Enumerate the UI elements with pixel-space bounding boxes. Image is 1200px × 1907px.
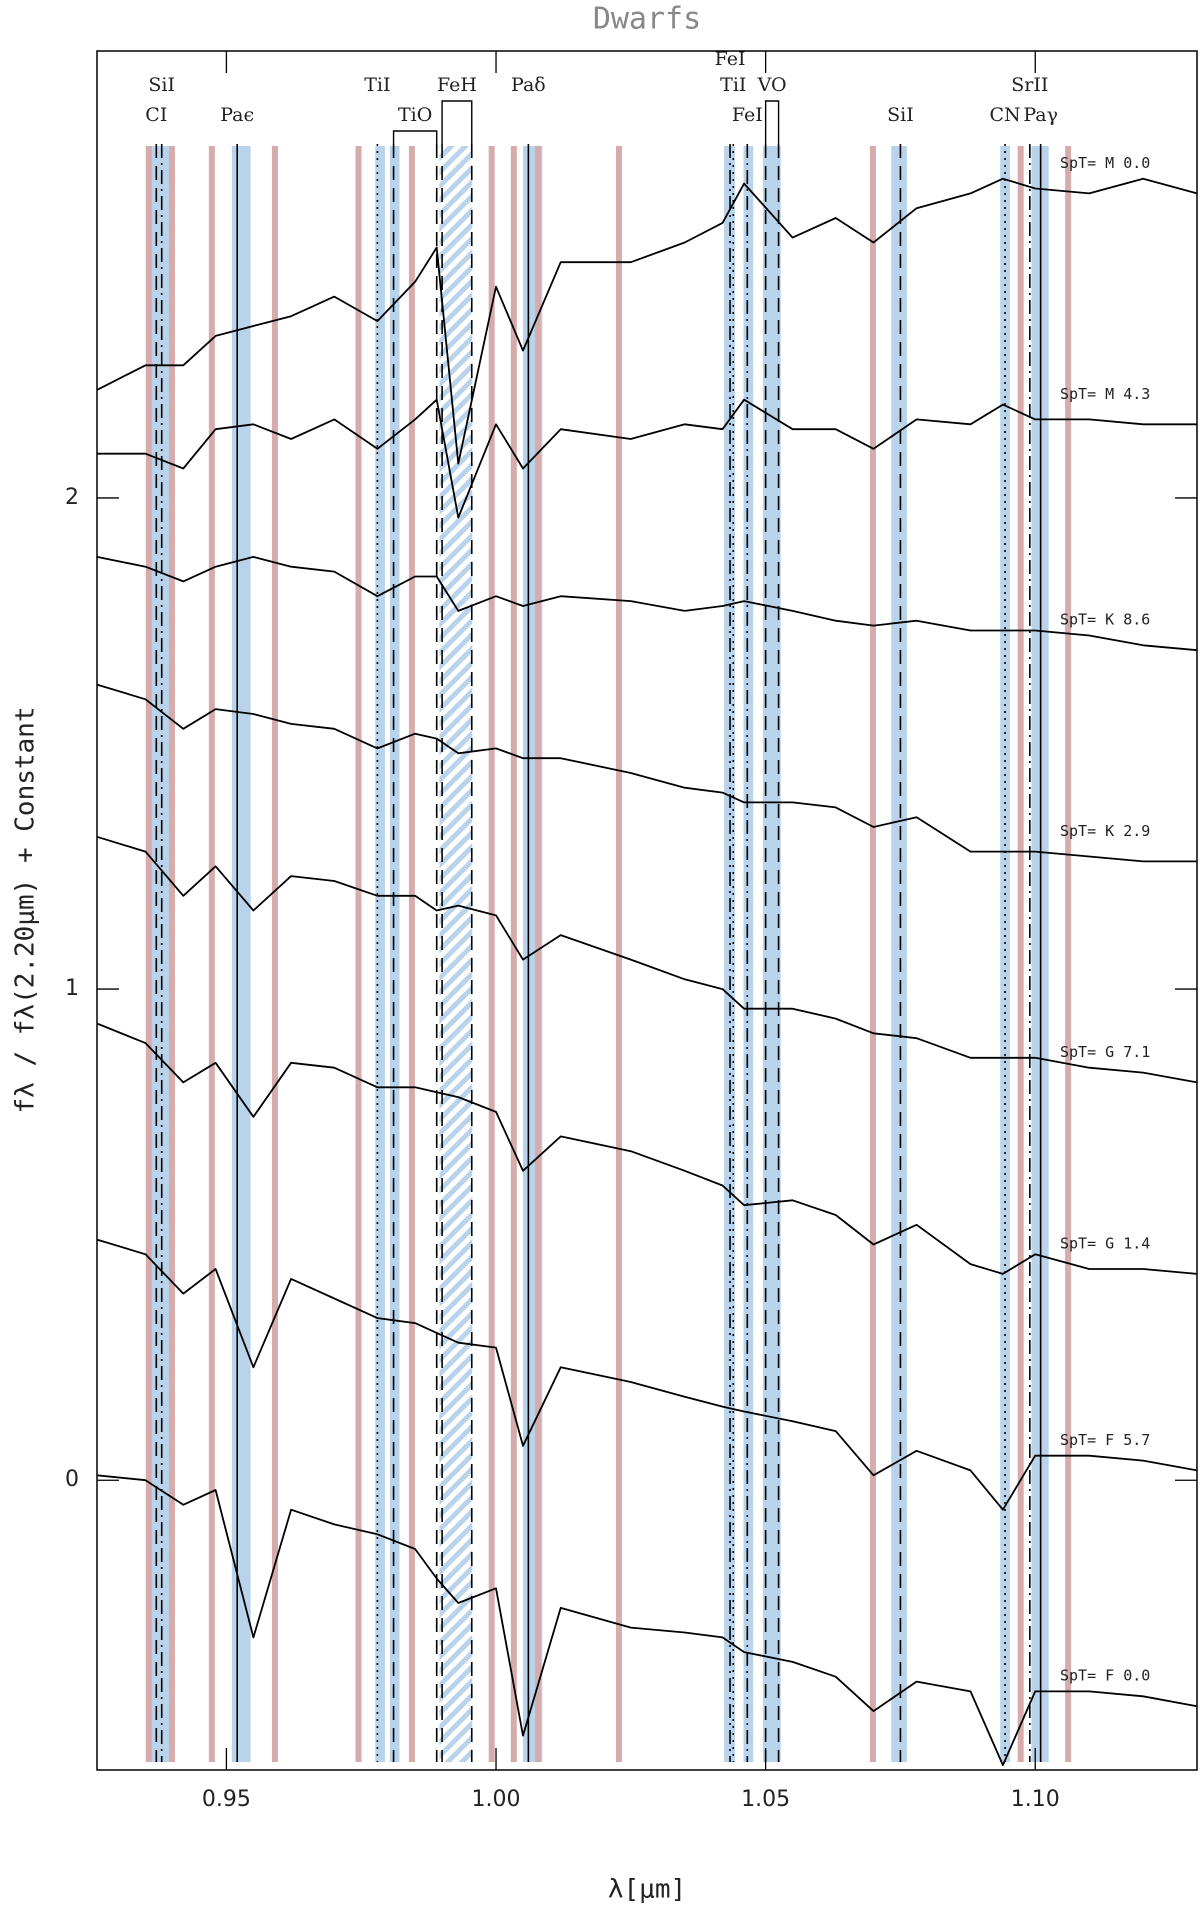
blue-band <box>1000 146 1010 1762</box>
x-tick-label: 1.00 <box>472 1787 521 1812</box>
blue-band <box>762 146 781 1762</box>
pink-line <box>615 146 622 1762</box>
spectrum-line <box>96 556 1198 652</box>
line-id-label: SiI <box>148 74 175 96</box>
pink-line <box>488 146 495 1762</box>
line-id-label: Paγ <box>1023 104 1058 126</box>
pink-line <box>1065 146 1072 1762</box>
series-label: SpT= F 5.7 <box>1060 1431 1150 1449</box>
pink-line <box>168 146 175 1762</box>
series-label: SpT= M 4.3 <box>1060 385 1150 403</box>
line-id-bracket <box>441 100 473 144</box>
pink-line <box>408 146 415 1762</box>
pink-line <box>145 146 152 1762</box>
line-id-label: VO <box>757 74 787 96</box>
x-tick-label: 1.10 <box>1011 1787 1060 1812</box>
pink-line <box>510 146 517 1762</box>
line-id-label: TiI <box>364 74 390 96</box>
line-id-bracket <box>392 130 438 144</box>
spectrum-line <box>97 398 1197 519</box>
blue-band <box>389 146 400 1762</box>
spectrum-line <box>96 1474 1198 1766</box>
pink-line <box>535 146 542 1762</box>
series-label: SpT= M 0.0 <box>1060 154 1150 172</box>
line-id-bracket <box>764 100 780 144</box>
line-id-label: FeI <box>715 48 746 70</box>
x-tick-label: 0.95 <box>202 1787 251 1812</box>
line-id-label: CN <box>989 104 1020 126</box>
spectrum-line <box>96 1022 1198 1275</box>
line-id-label: SrII <box>1011 74 1048 96</box>
y-axis-label: fλ / fλ(2.20μm) + Constant <box>11 707 41 1114</box>
spectrum-line <box>96 835 1198 1084</box>
line-id-label: TiO <box>398 104 432 126</box>
series-label: SpT= K 8.6 <box>1060 611 1150 629</box>
pink-line <box>355 146 362 1762</box>
hatched-band <box>439 146 473 1762</box>
blue-band <box>150 146 170 1762</box>
series-label: SpT= G 7.1 <box>1060 1043 1150 1061</box>
pink-line <box>208 146 215 1762</box>
line-id-label: FeH <box>437 74 477 96</box>
series-label: SpT= F 0.0 <box>1060 1667 1150 1685</box>
spectrum-line <box>96 683 1197 863</box>
spectrum-line <box>96 177 1198 465</box>
x-axis-label: λ[μm] <box>608 1875 686 1905</box>
blue-band <box>891 146 907 1762</box>
plot-frame <box>96 50 1198 1771</box>
line-id-label: TiI <box>720 74 746 96</box>
pink-line <box>271 146 278 1762</box>
blue-band <box>231 146 251 1762</box>
line-id-label: CI <box>145 104 167 126</box>
y-tick-label: 1 <box>65 976 79 1001</box>
series-label: SpT= G 1.4 <box>1060 1234 1150 1252</box>
y-tick-label: 2 <box>65 485 79 510</box>
spectrum-line <box>96 1238 1198 1511</box>
line-id-label: Paδ <box>511 74 546 96</box>
blue-band <box>743 146 754 1762</box>
line-id-label: SiI <box>887 104 914 126</box>
x-tick-label: 1.05 <box>741 1787 790 1812</box>
blue-band <box>375 146 385 1762</box>
y-tick-label: 0 <box>65 1467 79 1492</box>
series-label: SpT= K 2.9 <box>1060 822 1150 840</box>
pink-line <box>869 146 876 1762</box>
chart-title: Dwarfs <box>593 2 701 37</box>
line-id-label: Paϵ <box>220 104 254 126</box>
line-id-label: FeI <box>732 104 763 126</box>
pink-line <box>1017 146 1024 1762</box>
